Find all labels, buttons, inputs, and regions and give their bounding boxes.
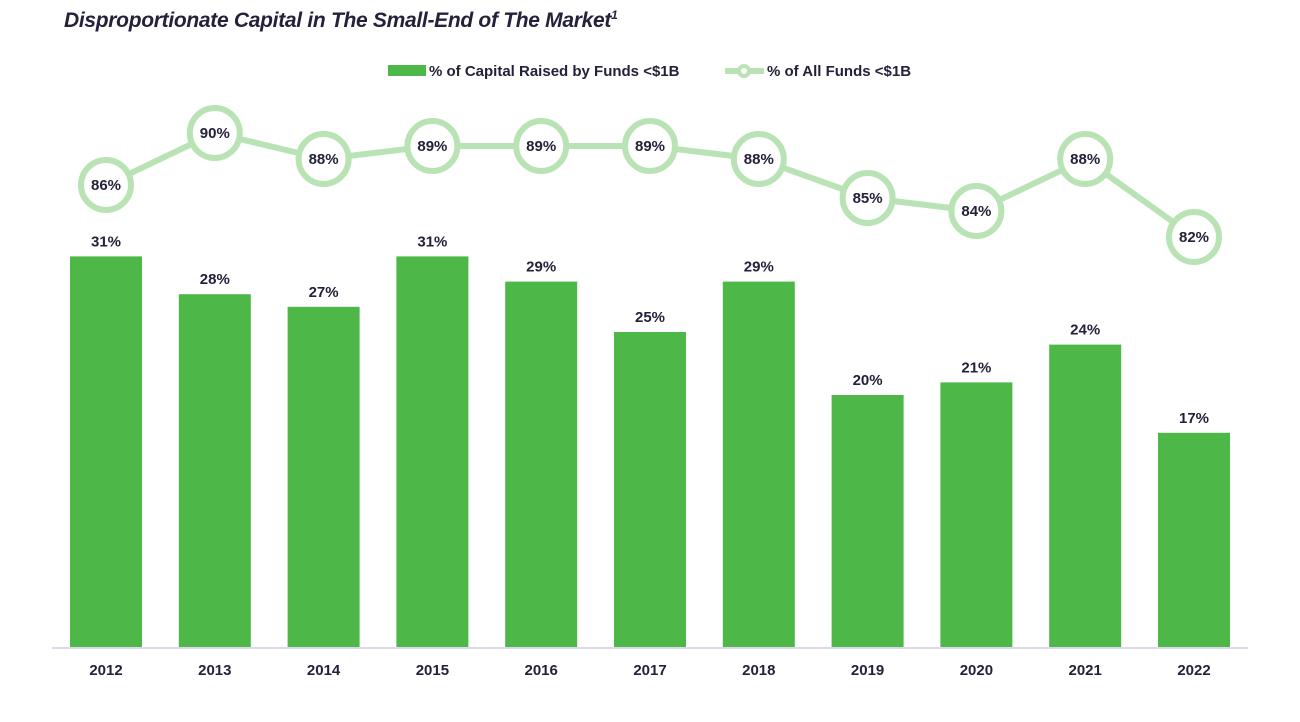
x-tick-2012: 2012	[89, 662, 122, 679]
line-marker-2021	[1057, 131, 1114, 187]
line-label-2012: 86%	[91, 177, 121, 194]
line-label-2021: 88%	[1070, 151, 1100, 168]
line-marker-2017	[622, 118, 678, 174]
bar-2020	[940, 382, 1013, 647]
line-label-2022: 82%	[1179, 229, 1209, 246]
line-marker-2019	[839, 170, 896, 226]
line-label-2014: 88%	[309, 151, 339, 168]
bar-label-2017: 25%	[635, 309, 665, 326]
x-tick-2019: 2019	[851, 662, 884, 679]
legend-swatch-bar	[388, 65, 426, 76]
bar-label-2012: 31%	[91, 233, 121, 250]
x-tick-2015: 2015	[416, 662, 449, 679]
line-marker-2014	[295, 131, 352, 187]
x-tick-2021: 2021	[1069, 662, 1102, 679]
line-marker-2012	[78, 157, 134, 213]
chart-title-text: Disproportionate Capital in The Small-En…	[64, 9, 612, 32]
bar-label-2022: 17%	[1179, 410, 1209, 427]
line-marker-2015	[404, 118, 461, 174]
x-tick-2022: 2022	[1177, 662, 1210, 679]
line-label-2017: 89%	[635, 138, 665, 155]
line-label-2020: 84%	[961, 203, 991, 220]
bar-label-2016: 29%	[526, 259, 556, 276]
line-label-2019: 85%	[853, 190, 883, 207]
bar-label-2014: 27%	[309, 284, 339, 301]
bar-label-2021: 24%	[1070, 322, 1100, 339]
x-tick-2017: 2017	[633, 662, 666, 679]
bar-label-2015: 31%	[417, 233, 447, 250]
bar-2014	[287, 306, 360, 647]
bar-2019	[831, 395, 904, 647]
x-tick-2016: 2016	[525, 662, 558, 679]
bar-2018	[722, 281, 795, 647]
legend-swatch-marker	[737, 64, 751, 78]
chart-title: Disproportionate Capital in The Small-En…	[64, 8, 618, 33]
x-tick-2014: 2014	[307, 662, 341, 679]
x-tick-2018: 2018	[742, 662, 775, 679]
legend-label-line: % of All Funds <$1B	[767, 63, 911, 80]
line-marker-2020	[948, 183, 1005, 239]
line-label-2016: 89%	[526, 138, 556, 155]
line-label-2015: 89%	[417, 138, 447, 155]
bar-label-2013: 28%	[200, 271, 230, 288]
line-marker-2016	[513, 118, 570, 174]
x-tick-2020: 2020	[960, 662, 993, 679]
x-tick-2013: 2013	[198, 662, 231, 679]
line-marker-2022	[1166, 209, 1222, 265]
bar-label-2018: 29%	[744, 259, 774, 276]
legend-label-bar: % of Capital Raised by Funds <$1B	[429, 63, 680, 80]
line-label-2018: 88%	[744, 151, 774, 168]
line-label-2013: 90%	[200, 125, 230, 142]
bar-label-2020: 21%	[961, 359, 991, 376]
bar-2016	[505, 281, 578, 647]
title-footnote: 1	[611, 8, 618, 22]
bar-2015	[396, 256, 469, 647]
bar-2012	[70, 256, 142, 647]
bar-2017	[614, 332, 686, 647]
bar-2022	[1158, 432, 1230, 647]
bar-2013	[178, 294, 251, 647]
line-marker-2018	[730, 131, 787, 187]
line-marker-2013	[186, 105, 243, 161]
bar-2021	[1049, 344, 1122, 647]
bar-label-2019: 20%	[853, 372, 883, 389]
legend: % of Capital Raised by Funds <$1B % of A…	[388, 63, 911, 80]
